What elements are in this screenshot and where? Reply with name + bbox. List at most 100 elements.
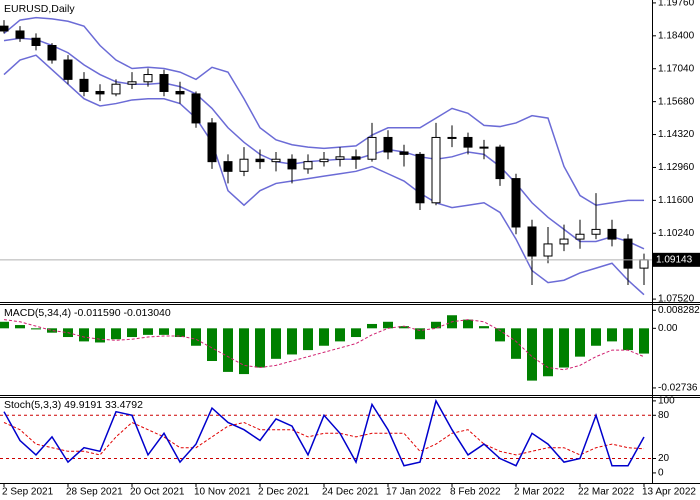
candle-body (255, 158, 265, 163)
histogram-bar (383, 321, 393, 329)
y-tick-label: -0.02736 (658, 383, 698, 394)
bollinger-band (3, 54, 645, 296)
signal-line (3, 319, 645, 371)
price-label-box (653, 252, 700, 267)
histogram-bar (415, 328, 425, 340)
candle-body (127, 81, 137, 85)
histogram-bar (15, 325, 25, 329)
x-tick-label: 2 Mar 2022 (514, 487, 565, 498)
indicator-title: Stoch(5,3,3) 49.9191 33.4792 (4, 399, 143, 411)
y-tick-label: 1.07520 (658, 294, 695, 305)
bollinger-band (3, 16, 644, 206)
x-tick-label: 28 Sep 2021 (66, 487, 123, 498)
histogram-bar (47, 328, 57, 333)
candle-body (591, 228, 601, 235)
x-tick-label: 10 Nov 2021 (194, 487, 251, 498)
candle-body (111, 83, 121, 95)
candle-body (63, 59, 73, 80)
candle-body (191, 93, 201, 124)
candle-body (463, 136, 473, 148)
candle-body (415, 153, 425, 204)
candle-body (351, 156, 361, 160)
x-tick-label: 24 Dec 2021 (322, 487, 379, 498)
candle-body (559, 238, 569, 245)
histogram-bar (207, 328, 217, 362)
candle-body (335, 156, 345, 160)
histogram-bar (479, 326, 489, 329)
candle-body (319, 158, 329, 163)
histogram-bar (399, 326, 409, 329)
indicator-title: MACD(5,34,4) -0.011590 -0.013040 (4, 307, 171, 319)
x-tick-label: 13 Apr 2022 (642, 487, 696, 498)
y-tick-label: 1.19760 (658, 0, 695, 9)
histogram-bar (319, 328, 329, 346)
candle-body (159, 74, 169, 92)
y-tick-label: 20 (658, 453, 670, 464)
candle-body (239, 158, 249, 172)
histogram-bar (559, 328, 569, 368)
histogram-bar (223, 328, 233, 372)
y-tick-label: 1.18400 (658, 30, 695, 41)
y-tick-label: 0.00 (658, 323, 678, 334)
histogram-bar (527, 328, 537, 381)
histogram-bar (351, 328, 361, 338)
y-tick-label: 0.008282 (658, 305, 700, 316)
candle-body (47, 44, 57, 61)
candle-body (303, 161, 313, 170)
candle-body (431, 136, 441, 204)
histogram-bar (239, 328, 249, 375)
y-tick-label: 1.14320 (658, 129, 695, 140)
candle-body (15, 30, 25, 39)
histogram-bar (367, 323, 377, 329)
x-tick-label: 8 Feb 2022 (450, 487, 501, 498)
frame (0, 0, 700, 484)
histogram-bar (271, 328, 281, 359)
price-label: 1.09143 (656, 254, 693, 265)
candle-body (495, 146, 505, 180)
histogram-bar (303, 328, 313, 351)
candle-body (287, 158, 297, 170)
candle-body (623, 238, 633, 269)
y-tick-label: 1.10240 (658, 228, 695, 239)
histogram-bar (111, 328, 121, 340)
histogram-bar (623, 328, 633, 351)
histogram-bar (639, 328, 649, 354)
candle-body (271, 158, 281, 163)
y-tick-label: 1.15680 (658, 96, 695, 107)
histogram-bar (191, 328, 201, 346)
candle-body (639, 259, 649, 269)
histogram-bar (0, 321, 9, 329)
histogram-bar (95, 328, 105, 343)
y-tick-label: 1.11600 (658, 195, 694, 206)
y-tick-label: 1.17040 (658, 63, 695, 74)
candle-body (143, 74, 153, 83)
candle-body (79, 78, 89, 92)
histogram-bar (575, 328, 585, 357)
histogram-bar (127, 328, 137, 338)
candle-body (511, 178, 521, 228)
candle-body (543, 243, 553, 257)
candle-body (527, 226, 537, 257)
histogram-bar (79, 328, 89, 342)
candle-body (575, 233, 585, 240)
histogram-bar (591, 328, 601, 346)
candle-body (383, 136, 393, 153)
histogram-bar (143, 328, 153, 335)
histogram-bar (463, 319, 473, 329)
histogram-bar (607, 328, 617, 342)
chart-title: EURUSD,Daily (4, 3, 75, 15)
y-tick-label: 100 (658, 396, 675, 407)
y-tick-label: 1.12960 (658, 162, 695, 173)
candle-body (0, 25, 9, 32)
candle-body (207, 122, 217, 163)
x-tick-label: 2 Sep 2021 (2, 487, 54, 498)
x-tick-label: 22 Mar 2022 (578, 487, 635, 498)
candle-body (607, 228, 617, 240)
x-tick-label: 2 Dec 2021 (258, 487, 310, 498)
histogram-bar (159, 328, 169, 335)
histogram-bar (255, 328, 265, 368)
candle-body (175, 90, 185, 95)
candle-body (223, 161, 233, 172)
main-line (3, 398, 645, 467)
